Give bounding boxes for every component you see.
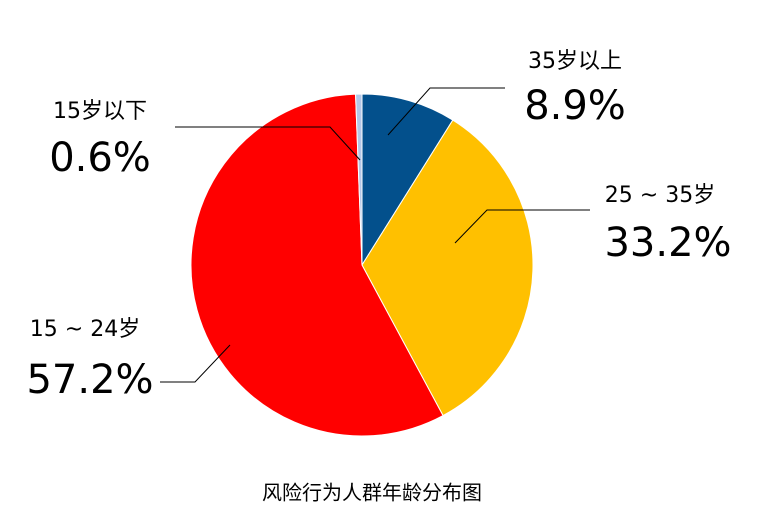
category-label: 25 ~ 35岁 xyxy=(605,183,715,208)
value-label: 0.6% xyxy=(49,135,151,181)
pie-slice xyxy=(361,93,454,267)
value-label: 8.9% xyxy=(524,83,626,129)
leader-line xyxy=(387,87,505,136)
pie-slice xyxy=(361,119,534,417)
value-label: 33.2% xyxy=(604,220,731,266)
leader-line xyxy=(454,209,590,244)
leader-line xyxy=(175,126,361,161)
category-label: 15 ~ 24岁 xyxy=(30,317,140,342)
value-label: 57.2% xyxy=(26,357,153,403)
pie-slice xyxy=(355,93,363,266)
leader-line xyxy=(160,344,231,383)
chart-title: 风险行为人群年龄分布图 xyxy=(262,481,482,505)
category-label: 35岁以上 xyxy=(528,49,622,74)
category-label: 15岁以下 xyxy=(53,99,147,124)
pie-slice xyxy=(190,93,444,437)
